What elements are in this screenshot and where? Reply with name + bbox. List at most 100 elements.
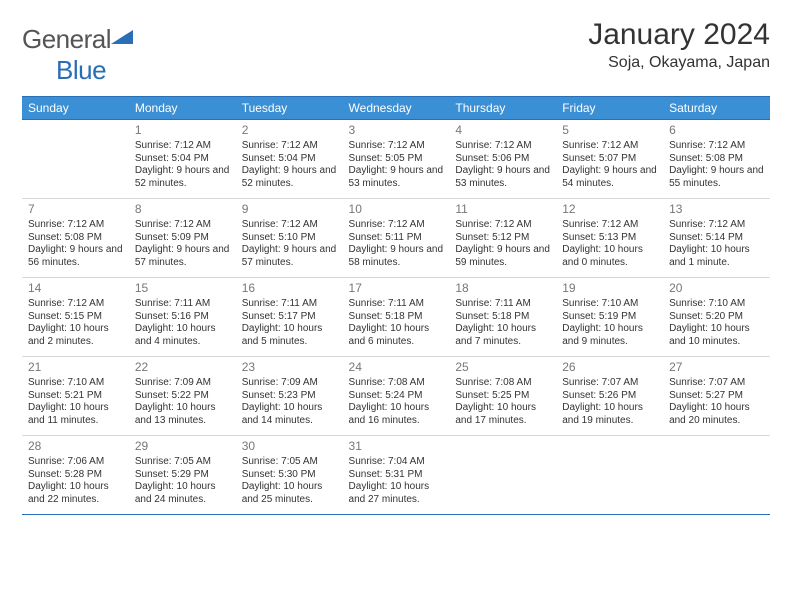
week-row: 7Sunrise: 7:12 AMSunset: 5:08 PMDaylight…: [22, 199, 770, 278]
day-cell: 21 Sunrise: 7:10 AMSunset: 5:21 PMDayligh…: [22, 357, 129, 436]
daylight-text: Daylight: 9 hours and 52 minutes.: [242, 165, 337, 190]
day-cell: 28Sunrise: 7:06 AMSunset: 5:28 PMDayligh…: [22, 436, 129, 515]
sunset-text: Sunset: 5:04 PM: [242, 153, 337, 166]
daylight-text: Daylight: 9 hours and 56 minutes.: [28, 244, 123, 269]
sunset-text: Sunset: 5:13 PM: [562, 232, 657, 245]
day-number: 1: [135, 123, 230, 138]
day-number: 28: [28, 439, 123, 454]
sunrise-text: Sunrise: 7:08 AM: [455, 377, 550, 390]
sunset-text: Sunset: 5:05 PM: [349, 153, 444, 166]
day-number: 24: [349, 360, 444, 375]
day-cell: 19Sunrise: 7:10 AMSunset: 5:19 PMDayligh…: [556, 278, 663, 357]
weekday-header: Friday: [556, 97, 663, 120]
sunrise-text: Sunrise: 7:11 AM: [455, 298, 550, 311]
daylight-text: Daylight: 9 hours and 59 minutes.: [455, 244, 550, 269]
day-number: 12: [562, 202, 657, 217]
day-cell: 1 Sunrise: 7:12 AMSunset: 5:04 PMDaylight…: [129, 120, 236, 199]
day-cell: 26Sunrise: 7:07 AMSunset: 5:26 PMDayligh…: [556, 357, 663, 436]
sunset-text: Sunset: 5:14 PM: [669, 232, 764, 245]
sunrise-text: Sunrise: 7:04 AM: [349, 456, 444, 469]
sunset-text: Sunset: 5:21 PM: [28, 390, 123, 403]
day-number: 9: [242, 202, 337, 217]
sunset-text: Sunset: 5:20 PM: [669, 311, 764, 324]
logo: GeneralBlue: [22, 18, 133, 86]
sunrise-text: Sunrise: 7:10 AM: [28, 377, 123, 390]
day-cell: 31Sunrise: 7:04 AMSunset: 5:31 PMDayligh…: [343, 436, 450, 515]
sunset-text: Sunset: 5:30 PM: [242, 469, 337, 482]
week-row: 14Sunrise: 7:12 AMSunset: 5:15 PMDayligh…: [22, 278, 770, 357]
sunset-text: Sunset: 5:19 PM: [562, 311, 657, 324]
sunrise-text: Sunrise: 7:06 AM: [28, 456, 123, 469]
day-cell: 27Sunrise: 7:07 AMSunset: 5:27 PMDayligh…: [663, 357, 770, 436]
day-number: 31: [349, 439, 444, 454]
sunrise-text: Sunrise: 7:12 AM: [242, 140, 337, 153]
daylight-text: Daylight: 10 hours and 1 minute.: [669, 244, 764, 269]
weekday-header: Saturday: [663, 97, 770, 120]
sunrise-text: Sunrise: 7:12 AM: [349, 219, 444, 232]
day-number: 26: [562, 360, 657, 375]
day-number: 11: [455, 202, 550, 217]
daylight-text: Daylight: 9 hours and 54 minutes.: [562, 165, 657, 190]
day-number: 10: [349, 202, 444, 217]
sunset-text: Sunset: 5:29 PM: [135, 469, 230, 482]
day-number: 25: [455, 360, 550, 375]
daylight-text: Daylight: 10 hours and 10 minutes.: [669, 323, 764, 348]
daylight-text: Daylight: 9 hours and 52 minutes.: [135, 165, 230, 190]
sunrise-text: Sunrise: 7:08 AM: [349, 377, 444, 390]
weekday-header: Thursday: [449, 97, 556, 120]
sunset-text: Sunset: 5:08 PM: [28, 232, 123, 245]
sunrise-text: Sunrise: 7:05 AM: [135, 456, 230, 469]
daylight-text: Daylight: 10 hours and 13 minutes.: [135, 402, 230, 427]
daylight-text: Daylight: 10 hours and 27 minutes.: [349, 481, 444, 506]
day-number: 4: [455, 123, 550, 138]
weekday-header: Sunday: [22, 97, 129, 120]
daylight-text: Daylight: 10 hours and 22 minutes.: [28, 481, 123, 506]
sunrise-text: Sunrise: 7:12 AM: [135, 219, 230, 232]
sunset-text: Sunset: 5:10 PM: [242, 232, 337, 245]
day-number: 20: [669, 281, 764, 296]
sunset-text: Sunset: 5:04 PM: [135, 153, 230, 166]
daylight-text: Daylight: 10 hours and 2 minutes.: [28, 323, 123, 348]
sunset-text: Sunset: 5:08 PM: [669, 153, 764, 166]
day-number: 30: [242, 439, 337, 454]
sunrise-text: Sunrise: 7:12 AM: [455, 219, 550, 232]
daylight-text: Daylight: 10 hours and 16 minutes.: [349, 402, 444, 427]
sunset-text: Sunset: 5:18 PM: [455, 311, 550, 324]
daylight-text: Daylight: 10 hours and 0 minutes.: [562, 244, 657, 269]
day-cell: 25Sunrise: 7:08 AMSunset: 5:25 PMDayligh…: [449, 357, 556, 436]
sunset-text: Sunset: 5:11 PM: [349, 232, 444, 245]
sunrise-text: Sunrise: 7:12 AM: [28, 219, 123, 232]
day-number: 27: [669, 360, 764, 375]
sunrise-text: Sunrise: 7:05 AM: [242, 456, 337, 469]
calendar-table: SundayMondayTuesdayWednesdayThursdayFrid…: [22, 96, 770, 515]
empty-cell: [22, 120, 129, 199]
daylight-text: Daylight: 10 hours and 14 minutes.: [242, 402, 337, 427]
daylight-text: Daylight: 10 hours and 11 minutes.: [28, 402, 123, 427]
sunrise-text: Sunrise: 7:12 AM: [242, 219, 337, 232]
sunrise-text: Sunrise: 7:12 AM: [669, 140, 764, 153]
sunset-text: Sunset: 5:27 PM: [669, 390, 764, 403]
day-number: 21: [28, 360, 123, 375]
sunrise-text: Sunrise: 7:07 AM: [669, 377, 764, 390]
day-cell: 9Sunrise: 7:12 AMSunset: 5:10 PMDaylight…: [236, 199, 343, 278]
day-cell: 10Sunrise: 7:12 AMSunset: 5:11 PMDayligh…: [343, 199, 450, 278]
day-number: 18: [455, 281, 550, 296]
day-number: 6: [669, 123, 764, 138]
sunset-text: Sunset: 5:23 PM: [242, 390, 337, 403]
day-number: 29: [135, 439, 230, 454]
daylight-text: Daylight: 10 hours and 7 minutes.: [455, 323, 550, 348]
daylight-text: Daylight: 10 hours and 9 minutes.: [562, 323, 657, 348]
day-number: 3: [349, 123, 444, 138]
day-number: 15: [135, 281, 230, 296]
weekday-header: Monday: [129, 97, 236, 120]
daylight-text: Daylight: 10 hours and 24 minutes.: [135, 481, 230, 506]
daylight-text: Daylight: 10 hours and 19 minutes.: [562, 402, 657, 427]
day-cell: 4Sunrise: 7:12 AMSunset: 5:06 PMDaylight…: [449, 120, 556, 199]
sunrise-text: Sunrise: 7:12 AM: [455, 140, 550, 153]
logo-blue: Blue: [56, 55, 106, 85]
day-number: 17: [349, 281, 444, 296]
sunrise-text: Sunrise: 7:12 AM: [135, 140, 230, 153]
sunrise-text: Sunrise: 7:09 AM: [242, 377, 337, 390]
day-cell: 17Sunrise: 7:11 AMSunset: 5:18 PMDayligh…: [343, 278, 450, 357]
sunset-text: Sunset: 5:09 PM: [135, 232, 230, 245]
